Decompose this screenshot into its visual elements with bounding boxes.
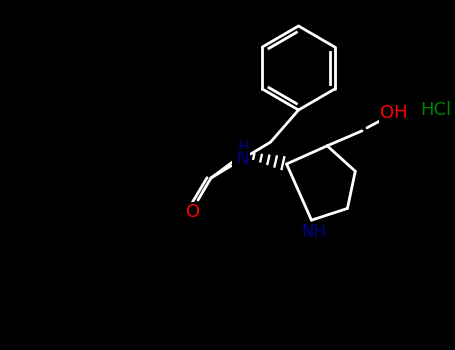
Text: O: O bbox=[234, 151, 248, 169]
Text: O: O bbox=[186, 203, 200, 221]
Text: N: N bbox=[237, 150, 249, 168]
Text: H: H bbox=[237, 140, 248, 155]
Text: OH: OH bbox=[380, 104, 408, 122]
Text: NH: NH bbox=[301, 223, 326, 241]
Text: HCl: HCl bbox=[420, 101, 451, 119]
